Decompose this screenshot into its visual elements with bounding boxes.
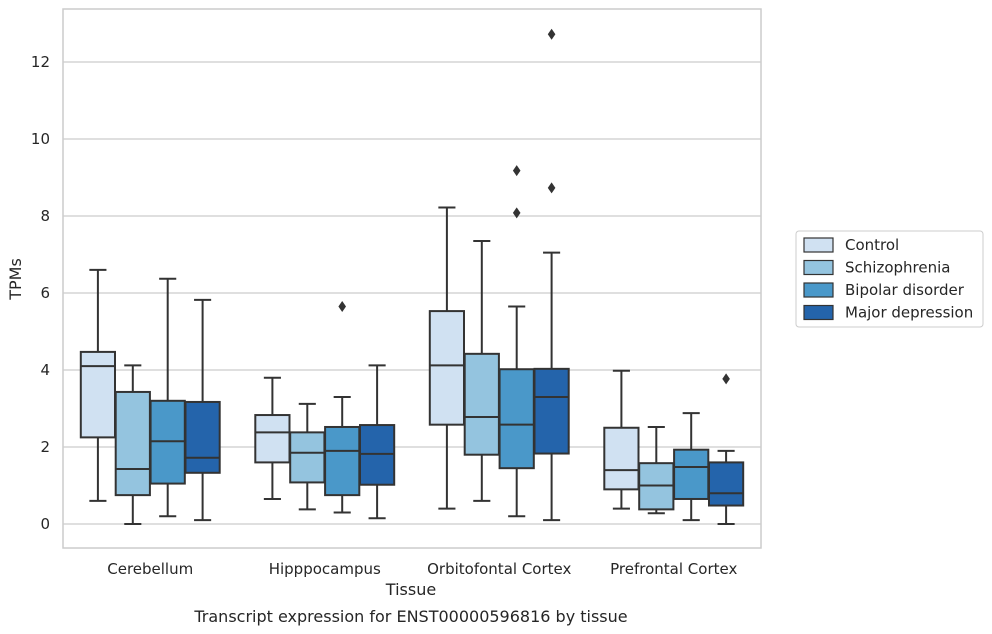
- y-tick-label: 10: [31, 130, 50, 148]
- outlier-point: [512, 165, 521, 177]
- chart-title: Transcript expression for ENST0000059681…: [193, 607, 627, 626]
- x-tick-label: Prefrontal Cortex: [610, 560, 737, 578]
- x-tick-label: Cerebellum: [107, 560, 193, 578]
- legend-swatch: [803, 259, 834, 276]
- box-plot: [79, 268, 117, 502]
- y-tick-labels: 0 2 4 6 8 10 12: [31, 53, 50, 533]
- legend-label: Major depression: [845, 304, 973, 322]
- legend-label: Bipolar disorder: [845, 281, 965, 299]
- box-iqr: [254, 414, 291, 464]
- x-tick-label: Orbitofontal Cortex: [427, 560, 571, 578]
- x-tick-label: Hipppocampus: [269, 560, 381, 578]
- box-iqr: [428, 310, 466, 426]
- box-plot: [114, 364, 151, 525]
- y-tick-label: 8: [40, 207, 50, 225]
- legend-swatch: [803, 304, 834, 321]
- y-axis-label: TPMs: [6, 258, 25, 301]
- box-plot: [498, 165, 535, 518]
- plot-frame: [62, 8, 762, 549]
- box-plot: [289, 402, 326, 511]
- box-plot: [533, 28, 570, 522]
- y-tick-label: 12: [31, 53, 50, 71]
- box-iqr: [79, 350, 117, 439]
- box-plot: [673, 412, 710, 522]
- box-plot: [254, 376, 291, 500]
- box-iqr: [184, 400, 221, 474]
- x-tick-labels: Cerebellum Hipppocampus Orbitofontal Corte…: [107, 560, 737, 578]
- box-plot: [324, 300, 361, 514]
- outlier-point: [338, 300, 346, 312]
- legend-swatch: [803, 237, 834, 253]
- box-iqr: [289, 431, 326, 484]
- box-plot: [603, 369, 640, 510]
- box-iqr: [114, 390, 151, 497]
- box-plot: [184, 298, 221, 522]
- x-axis-label: Tissue: [385, 580, 436, 599]
- box-iqr: [707, 461, 745, 507]
- legend-label: Schizophrenia: [845, 259, 950, 277]
- outlier-point: [547, 28, 556, 40]
- y-tick-label: 2: [40, 438, 50, 456]
- y-tick-label: 0: [40, 515, 50, 533]
- y-tick-label: 6: [40, 284, 50, 302]
- box-plot-groups: [79, 28, 745, 525]
- legend-swatch: [803, 282, 834, 298]
- box-iqr: [324, 425, 361, 497]
- box-plot: [358, 364, 396, 520]
- legend-frame: [795, 230, 984, 328]
- box-iqr: [533, 367, 570, 455]
- box-iqr: [673, 448, 710, 500]
- box-iqr: [498, 368, 535, 470]
- legend-label: Control: [845, 236, 899, 254]
- box-plot: [638, 425, 675, 515]
- box-plot: [149, 277, 186, 518]
- box-plot: [463, 240, 500, 502]
- outlier-point: [512, 207, 521, 219]
- outlier-point: [722, 373, 730, 385]
- y-tick-label: 4: [40, 361, 50, 379]
- box-plot: [428, 206, 466, 510]
- box-plot: [707, 373, 745, 525]
- outlier-point: [547, 182, 556, 194]
- box-iqr: [463, 352, 500, 456]
- legend: Control Schizophrenia Bipolar disorder Majo…: [795, 230, 984, 328]
- box-iqr: [603, 426, 640, 491]
